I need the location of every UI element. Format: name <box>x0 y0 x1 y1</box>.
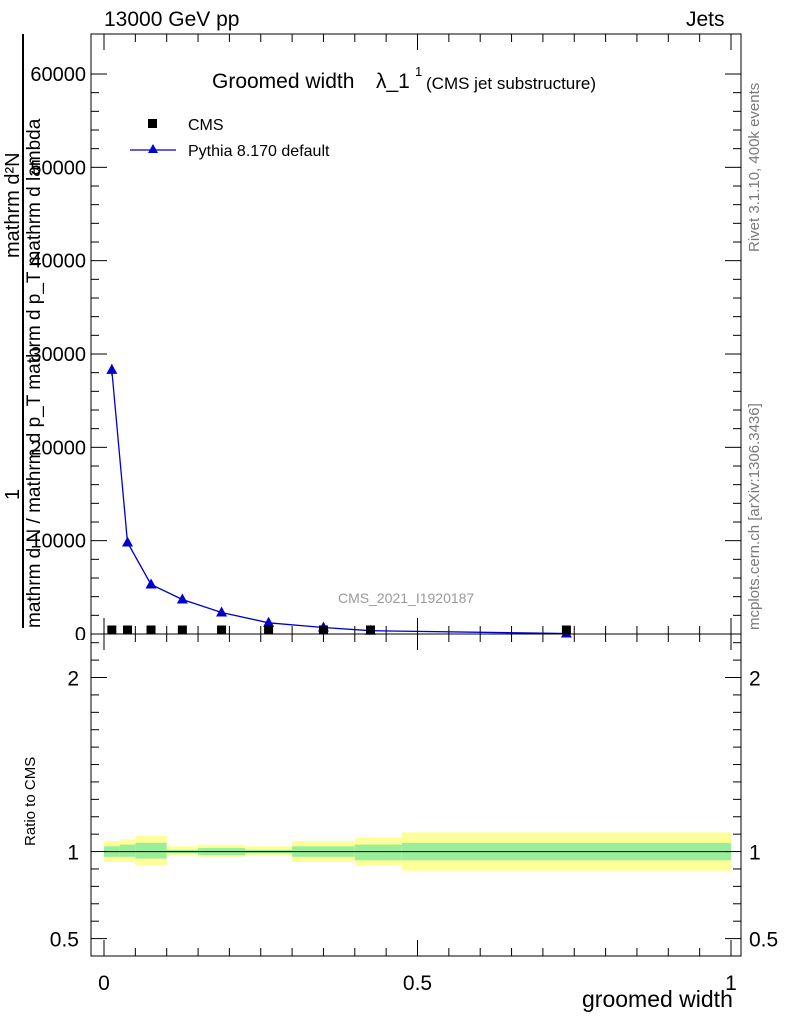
ratio-ytick-label-right-0: 0.5 <box>749 929 778 952</box>
header-left-label: 13000 GeV pp <box>104 8 240 31</box>
legend-mc-label: Pythia 8.170 default <box>188 143 330 160</box>
main-ytick-label-3: 30000 <box>30 344 86 366</box>
legend-mc-marker <box>148 144 158 153</box>
mc-point-0 <box>106 363 118 374</box>
legend-cms-label: CMS <box>188 117 224 134</box>
ratio-ytick-label-1: 1 <box>67 842 79 865</box>
ratio-xtick-label-2: 1 <box>725 972 737 995</box>
cms-point-0 <box>107 625 117 635</box>
ratio-plot: 0.5 0.5 1 1 2 2 0 0.5 1 <box>50 633 778 995</box>
mc-point-4 <box>216 606 228 617</box>
main-ytick-label-2: 20000 <box>30 437 86 459</box>
mc-point-5 <box>263 616 275 627</box>
mc-point-1 <box>122 536 134 547</box>
chart-title-superscript: 1 <box>415 64 422 79</box>
ratio-xtick-label-0: 0 <box>98 972 110 995</box>
cms-point-7 <box>365 625 375 635</box>
cms-point-5 <box>264 625 274 635</box>
mc-point-2 <box>145 578 157 589</box>
cms-point-1 <box>123 625 133 635</box>
main-ytick-label-1: 10000 <box>30 531 86 553</box>
legend-cms-marker <box>148 119 157 128</box>
ratio-band-inner-2 <box>135 842 167 859</box>
ratio-ytick-label-right-1: 1 <box>749 842 761 865</box>
chart-title-symbol: λ_1 <box>376 70 410 93</box>
main-ytick-label-0: 0 <box>75 624 86 640</box>
cms-point-8 <box>561 625 571 635</box>
ratio-plot-frame <box>90 633 742 957</box>
ratio-band-inner-1 <box>119 844 136 857</box>
chart-title: Groomed width <box>212 70 354 93</box>
main-ytick-label-6: 60000 <box>30 64 86 86</box>
ratio-ytick-label-right-2: 2 <box>749 668 761 691</box>
ratio-xtick-label-1: 0.5 <box>403 972 432 995</box>
header-right-label: Jets <box>686 8 725 31</box>
main-ytick-label-5: 50000 <box>30 157 86 179</box>
ratio-ytick-label-0: 0.5 <box>50 929 79 952</box>
main-ytick-label-4: 40000 <box>30 251 86 273</box>
cms-point-6 <box>318 625 328 635</box>
ratio-band-inner-7 <box>354 844 402 861</box>
main-ylabel-fraction-bar <box>22 34 24 628</box>
ratio-ytick-label-2: 2 <box>67 668 79 691</box>
chart-subtitle: (CMS jet substructure) <box>426 74 596 93</box>
cms-point-2 <box>146 625 156 635</box>
xlabel: groomed width <box>582 986 733 1012</box>
main-plot: 0 10000 20000 30000 40000 50000 60000 Groomed … <box>30 33 742 640</box>
cms-point-3 <box>177 625 187 635</box>
analysis-watermark: CMS_2021_I1920187 <box>338 590 475 606</box>
mc-point-3 <box>176 593 188 604</box>
mc-series-line <box>111 369 567 635</box>
cms-point-4 <box>217 625 227 635</box>
